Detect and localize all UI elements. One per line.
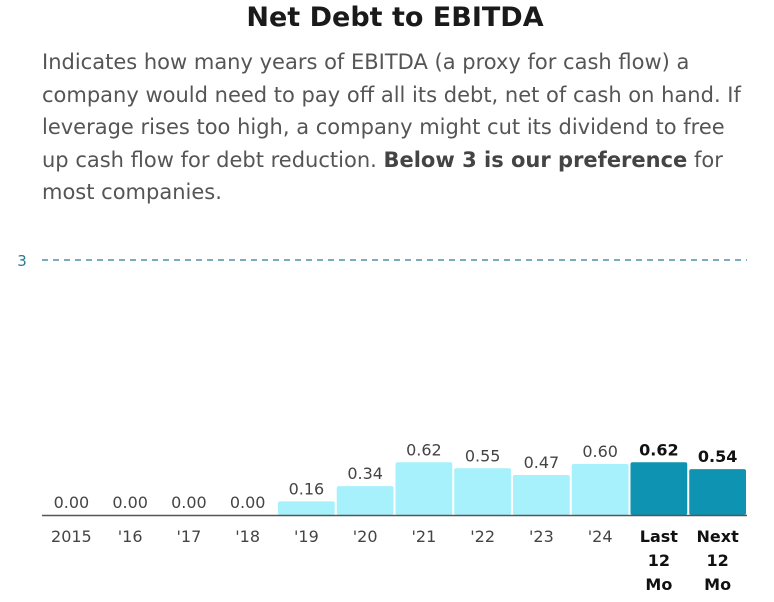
data-label-7: 0.62 xyxy=(406,440,442,459)
x-tick-label-2: '16 xyxy=(118,527,143,546)
data-label-10: 0.60 xyxy=(582,442,618,461)
data-label-5: 0.16 xyxy=(289,479,325,498)
x-tick-label-11: Last 12 Mo xyxy=(640,527,679,594)
description-emphasis: Below 3 is our preference xyxy=(383,147,688,172)
data-label-8: 0.55 xyxy=(465,446,501,465)
x-tick-label-5: '19 xyxy=(294,527,319,546)
bar-5 xyxy=(278,501,335,515)
data-label-2: 0.00 xyxy=(112,493,148,512)
chart-title: Net Debt to EBITDA xyxy=(246,2,544,33)
description-text-end: for most companies. xyxy=(42,147,723,205)
x-tick-label-6: '20 xyxy=(353,527,378,546)
x-tick-label-10: '24 xyxy=(588,527,613,546)
data-label-1: 0.00 xyxy=(54,493,90,512)
data-label-9: 0.47 xyxy=(524,453,560,472)
bar-9 xyxy=(513,475,570,515)
x-tick-label-8: '22 xyxy=(470,527,495,546)
x-tick-label-7: '21 xyxy=(411,527,436,546)
description-text-start: Indicates how many years of EBITDA (a pr… xyxy=(42,50,741,172)
bar-10 xyxy=(571,464,629,515)
bar-7 xyxy=(395,462,453,515)
chart-description: Indicates how many years of EBITDA (a pr… xyxy=(42,46,742,209)
data-label-12: 0.54 xyxy=(698,447,737,466)
x-tick-label-3: '17 xyxy=(176,527,201,546)
x-tick-label-9: '23 xyxy=(529,527,554,546)
reference-line-label: 3 xyxy=(17,252,27,270)
x-tick-label-4: '18 xyxy=(235,527,260,546)
bar-8 xyxy=(454,468,511,515)
x-tick-label-12: Next 12 Mo xyxy=(697,527,740,594)
x-tick-label-1: 2015 xyxy=(51,527,92,546)
data-label-6: 0.34 xyxy=(347,464,383,483)
data-label-4: 0.00 xyxy=(230,493,266,512)
bar-12 xyxy=(689,469,746,515)
data-label-3: 0.00 xyxy=(171,493,207,512)
data-label-11: 0.62 xyxy=(639,440,678,459)
bar-6 xyxy=(336,486,394,515)
bar-11 xyxy=(630,462,688,515)
